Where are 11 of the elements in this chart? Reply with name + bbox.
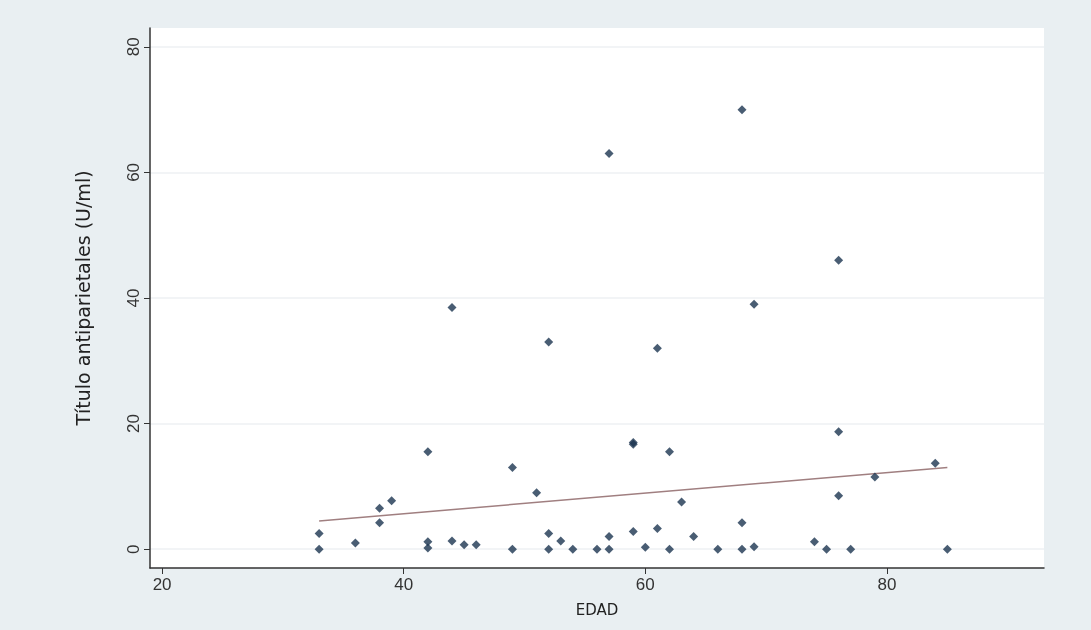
y-tick-label: 20 [124, 414, 143, 434]
y-tick-label: 60 [124, 162, 143, 182]
x-tick-label: 80 [877, 575, 897, 594]
y-tick-label: 80 [124, 37, 143, 57]
y-axis-title: Título antiparietales (U/ml) [71, 170, 94, 427]
y-tick-label: 40 [124, 288, 143, 308]
x-tick-label: 20 [152, 575, 172, 594]
x-tick-label: 60 [635, 575, 655, 594]
x-axis-title: EDAD [575, 600, 619, 619]
x-tick-label: 40 [394, 575, 414, 594]
y-tick-label: 0 [124, 544, 143, 554]
